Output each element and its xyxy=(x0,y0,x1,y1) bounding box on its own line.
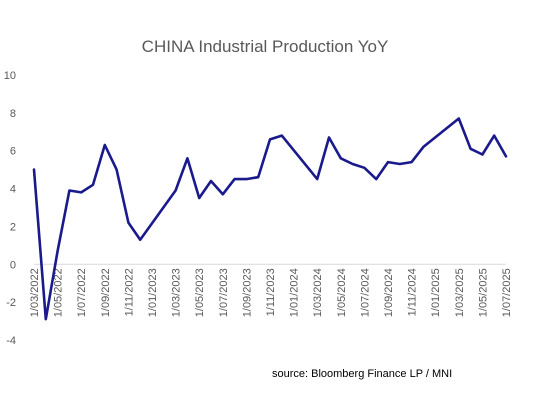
x-tick-label: 1/03/2024 xyxy=(312,268,324,317)
x-tick-label: 1/11/2024 xyxy=(407,268,419,316)
y-tick-label: -4 xyxy=(6,335,16,347)
y-tick-label: 8 xyxy=(10,108,16,120)
x-tick-label: 1/09/2022 xyxy=(100,268,112,317)
x-tick-label: 1/05/2024 xyxy=(336,268,348,317)
x-tick-label: 1/11/2022 xyxy=(123,268,135,316)
series-line xyxy=(32,117,508,321)
x-tick-label: 1/01/2024 xyxy=(289,268,301,317)
y-tick-label: -2 xyxy=(6,297,16,309)
x-tick-label: 1/05/2022 xyxy=(53,268,65,317)
x-tick-label: 1/07/2022 xyxy=(76,268,88,317)
y-tick-label: 0 xyxy=(10,259,16,271)
x-tick-label: 1/07/2023 xyxy=(218,268,230,317)
y-tick-label: 2 xyxy=(10,221,16,233)
y-tick-label: 6 xyxy=(10,146,16,158)
x-tick-label: 1/03/2025 xyxy=(454,268,466,317)
y-tick-label: 4 xyxy=(10,184,16,196)
x-tick-label: 1/07/2025 xyxy=(501,268,513,317)
x-tick-label: 1/05/2025 xyxy=(477,268,489,317)
y-axis-ticks: -4 -2 0 2 4 6 8 10 xyxy=(4,70,16,347)
chart-title: CHINA Industrial Production YoY xyxy=(141,37,389,56)
x-tick-label: 1/09/2024 xyxy=(383,268,395,317)
x-tick-label: 1/03/2023 xyxy=(171,268,183,317)
x-tick-label: 1/09/2023 xyxy=(241,268,253,317)
x-tick-label: 1/05/2023 xyxy=(194,268,206,317)
x-tick-label: 1/07/2024 xyxy=(359,268,371,317)
x-axis-ticks: 1/03/2022 1/05/2022 1/07/2022 1/09/2022 1/11… xyxy=(29,268,513,317)
x-tick-label: 1/03/2022 xyxy=(29,268,41,317)
x-tick-label: 1/01/2025 xyxy=(430,268,442,317)
source-note: source: Bloomberg Finance LP / MNI xyxy=(272,368,453,380)
x-tick-label: 1/01/2023 xyxy=(147,268,159,317)
y-tick-label: 10 xyxy=(4,70,16,82)
x-tick-label: 1/11/2023 xyxy=(265,268,277,316)
